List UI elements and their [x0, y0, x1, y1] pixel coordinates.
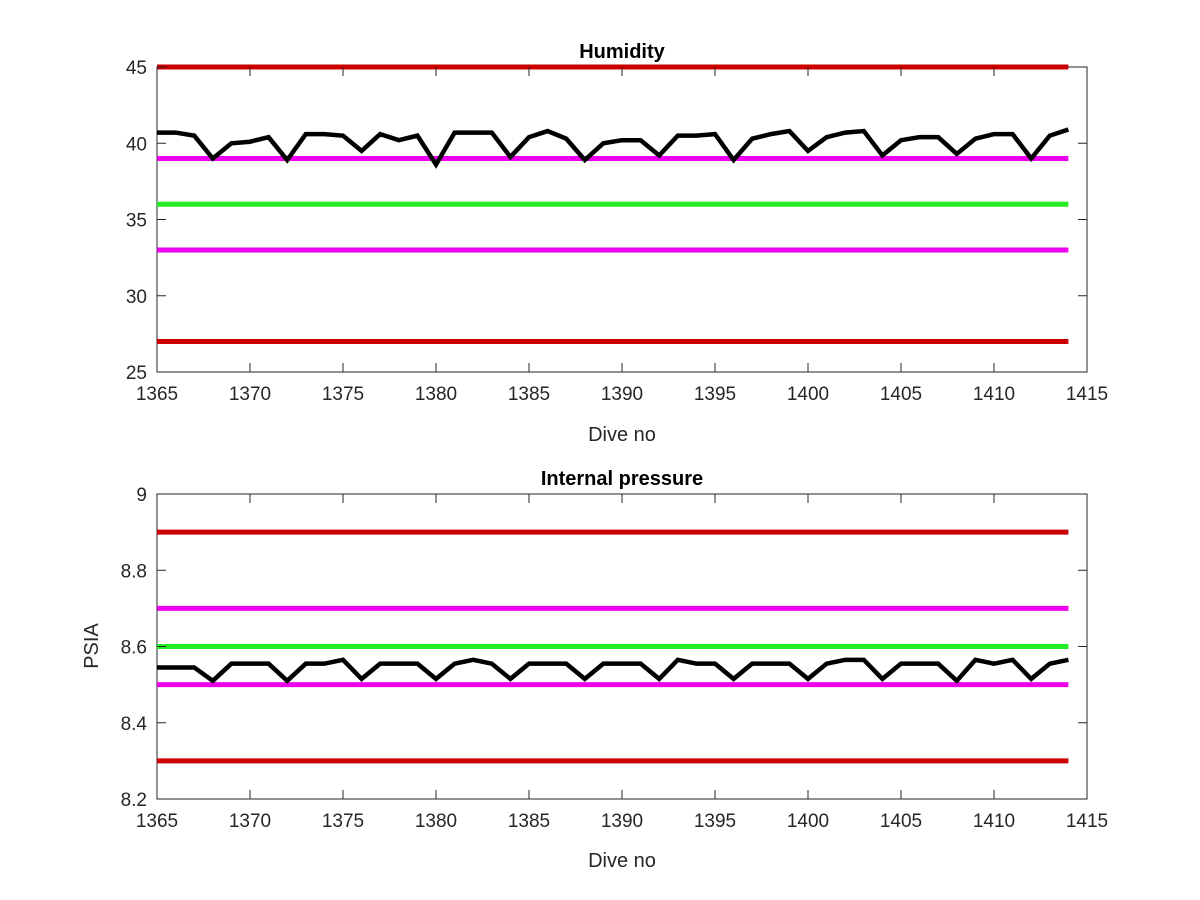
pressure-xtick-label: 1365	[136, 811, 178, 832]
humidity-xtick-label: 1395	[694, 384, 736, 405]
pressure-series	[157, 657, 1069, 685]
humidity-series	[157, 127, 1070, 169]
humidity-xtick-label: 1390	[601, 384, 643, 405]
humidity-xtick-label: 1415	[1066, 384, 1108, 405]
humidity-ytick-label: 45	[126, 58, 147, 79]
pressure-ytick-label: 8.6	[121, 638, 147, 659]
humidity-plot: 1365 1370 1375 1380 1385 1390 1395 1400 1405 1410…	[126, 41, 1108, 446]
pressure-xtick-label: 1370	[229, 811, 271, 832]
pressure-title: Internal pressure	[541, 468, 703, 490]
pressure-ytick-label: 8.4	[121, 714, 148, 735]
pressure-xtick-label: 1385	[508, 811, 550, 832]
pressure-xlabel: Dive no	[588, 850, 656, 872]
humidity-xtick-label: 1365	[136, 384, 178, 405]
pressure-plot: 1365 1370 1375 1380 1385 1390 1395 1400 1405 1410…	[81, 468, 1108, 872]
humidity-xtick-label: 1385	[508, 384, 550, 405]
humidity-title: Humidity	[579, 41, 665, 63]
pressure-ticks: 1365 1370 1375 1380 1385 1390 1395 1400 1405 1410…	[121, 485, 1109, 832]
pressure-ytick-label: 8.8	[121, 561, 147, 582]
pressure-xtick-label: 1375	[322, 811, 364, 832]
pressure-xtick-label: 1395	[694, 811, 736, 832]
pressure-xtick-label: 1390	[601, 811, 643, 832]
humidity-xtick-label: 1400	[787, 384, 829, 405]
humidity-series-line-0	[157, 127, 1070, 169]
humidity-ytick-label: 40	[126, 134, 147, 155]
humidity-ticks: 1365 1370 1375 1380 1385 1390 1395 1400 1405 1410…	[126, 58, 1108, 405]
pressure-reference-lines	[157, 529, 1069, 764]
humidity-xtick-label: 1380	[415, 384, 457, 405]
humidity-reference-lines	[157, 64, 1069, 344]
pressure-xtick-label: 1400	[787, 811, 829, 832]
pressure-ylabel: PSIA	[81, 623, 103, 669]
pressure-xtick-label: 1405	[880, 811, 922, 832]
pressure-xtick-label: 1415	[1066, 811, 1108, 832]
pressure-xtick-label: 1380	[415, 811, 457, 832]
pressure-ytick-label: 9	[136, 485, 147, 506]
humidity-xtick-label: 1405	[880, 384, 922, 405]
humidity-ytick-label: 25	[126, 363, 147, 384]
humidity-axes-box	[156, 66, 1088, 373]
pressure-xtick-label: 1410	[973, 811, 1015, 832]
pressure-series-line-0	[157, 657, 1069, 685]
humidity-xlabel: Dive no	[588, 424, 656, 446]
humidity-ytick-label: 35	[126, 211, 147, 232]
humidity-xtick-label: 1370	[229, 384, 271, 405]
humidity-xtick-label: 1375	[322, 384, 364, 405]
pressure-ytick-label: 8.2	[121, 790, 147, 811]
humidity-ytick-label: 30	[126, 287, 147, 308]
humidity-xtick-label: 1410	[973, 384, 1015, 405]
